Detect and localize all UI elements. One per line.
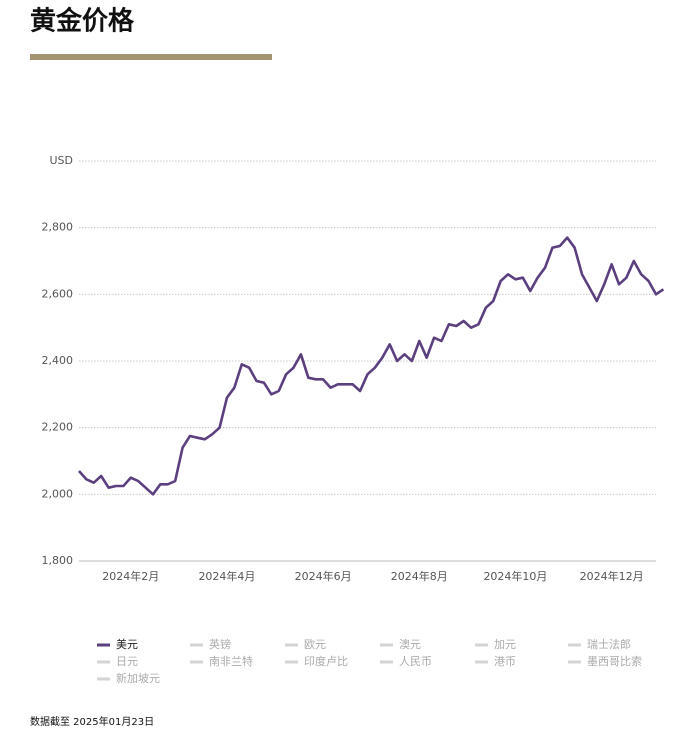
x-tick-label: 2024年6月 bbox=[295, 569, 352, 583]
legend-label: 日元 bbox=[116, 655, 138, 668]
x-tick-label: 2024年12月 bbox=[580, 569, 644, 583]
y-tick-label: 2,400 bbox=[42, 354, 74, 367]
footnote: 数据截至 2025年01月23日 bbox=[30, 715, 154, 728]
chart-title: 黄金价格 bbox=[30, 6, 135, 37]
legend-label: 南非兰特 bbox=[209, 654, 253, 668]
legend-label: 美元 bbox=[116, 638, 138, 651]
price-line bbox=[78, 236, 665, 496]
legend-label: 澳元 bbox=[399, 638, 421, 651]
y-tick-label: 2,200 bbox=[42, 421, 74, 434]
legend-label: 欧元 bbox=[304, 638, 326, 651]
legend-label: 人民币 bbox=[399, 655, 432, 668]
x-tick-label: 2024年10月 bbox=[483, 569, 547, 583]
y-tick-label: 2,600 bbox=[42, 287, 74, 300]
x-tick-label: 2024年2月 bbox=[102, 569, 159, 583]
y-tick-label: 1,800 bbox=[42, 554, 74, 567]
x-tick-label: 2024年8月 bbox=[391, 569, 448, 583]
legend-label: 加元 bbox=[494, 638, 516, 651]
y-tick-label: 2,000 bbox=[42, 487, 74, 500]
legend-label: 印度卢比 bbox=[304, 654, 348, 668]
legend-label: 新加坡元 bbox=[116, 671, 160, 685]
legend-label: 港币 bbox=[494, 655, 516, 668]
y-tick-label: USD bbox=[49, 154, 73, 167]
title-underline bbox=[30, 54, 272, 60]
legend-label: 英镑 bbox=[209, 637, 231, 651]
x-tick-label: 2024年4月 bbox=[198, 569, 255, 583]
y-tick-label: 2,800 bbox=[42, 221, 74, 234]
legend-label: 瑞士法郎 bbox=[587, 637, 631, 651]
legend-label: 墨西哥比索 bbox=[587, 654, 642, 668]
